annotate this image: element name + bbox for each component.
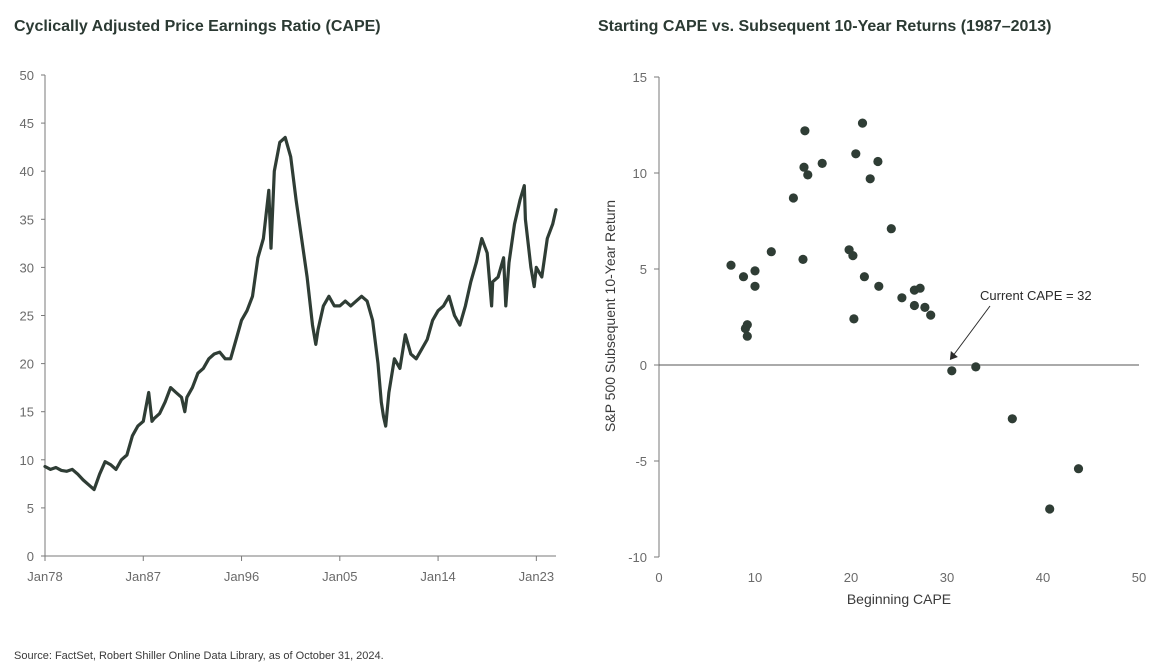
scatter-point [800, 126, 810, 136]
scatter-point [873, 156, 883, 167]
scatter-point [726, 260, 736, 270]
scatter-y-tick-label: 15 [633, 70, 647, 85]
scatter-point [742, 320, 752, 330]
scatter-point [803, 170, 813, 180]
scatter-annotation: Current CAPE = 32 [949, 288, 1092, 360]
cape-x-tick-label: Jan14 [420, 569, 455, 584]
scatter-x-tick-label: 40 [1036, 570, 1050, 585]
scatter-annotation-label: Current CAPE = 32 [980, 288, 1092, 303]
scatter-chart-title: Starting CAPE vs. Subsequent 10-Year Ret… [598, 18, 1052, 35]
cape-y-tick-label: 10 [20, 453, 34, 468]
scatter-point [1045, 504, 1055, 514]
cape-x-tick-label: Jan05 [322, 569, 357, 584]
scatter-points [726, 118, 1084, 514]
cape-x-tick-label: Jan96 [224, 569, 259, 584]
cape-y-tick-label: 25 [20, 309, 34, 324]
scatter-point [915, 283, 925, 293]
scatter-annotation-arrow-head [949, 351, 958, 360]
scatter-point [865, 174, 875, 184]
scatter-point [750, 266, 760, 276]
source-note: Source: FactSet, Robert Shiller Online D… [14, 650, 384, 662]
scatter-y-ticks: -10 -5 0 5 10 15 [628, 70, 659, 565]
scatter-point [859, 272, 870, 282]
scatter-x-tick-label: 30 [940, 570, 954, 585]
scatter-y-tick-label: 5 [640, 262, 647, 277]
scatter-y-axis-label: S&P 500 Subsequent 10-Year Return [602, 200, 618, 432]
scatter-point [1073, 464, 1084, 474]
scatter-point [971, 362, 981, 372]
scatter-point [817, 158, 827, 168]
scatter-x-tick-label: 50 [1132, 570, 1146, 585]
cape-x-tick-label: Jan23 [519, 569, 554, 584]
scatter-y-tick-label: -5 [635, 454, 647, 469]
cape-y-tick-label: 45 [20, 116, 34, 131]
scatter-point [848, 251, 858, 261]
cape-series-line [43, 135, 558, 492]
cape-y-tick-label: 50 [20, 68, 34, 83]
cape-chart-title: Cyclically Adjusted Price Earnings Ratio… [14, 18, 381, 35]
scatter-point [897, 293, 907, 303]
scatter-point [920, 302, 930, 312]
cape-series [43, 135, 558, 492]
scatter-x-ticks: 0 10 20 30 40 50 [655, 570, 1146, 585]
cape-y-tick-label: 35 [20, 212, 34, 227]
scatter-point [857, 118, 868, 128]
scatter-x-tick-label: 0 [655, 570, 662, 585]
scatter-x-tick-label: 10 [748, 570, 762, 585]
scatter-point [799, 162, 809, 172]
cape-x-tick-label: Jan87 [126, 569, 161, 584]
cape-x-tick-label: Jan78 [27, 569, 62, 584]
scatter-point [851, 149, 861, 159]
scatter-x-axis-label: Beginning CAPE [847, 591, 951, 607]
scatter-point [750, 281, 760, 291]
scatter-y-tick-label: 10 [633, 166, 647, 181]
cape-y-tick-label: 20 [20, 357, 34, 372]
scatter-point [886, 224, 896, 234]
cape-y-tick-label: 40 [20, 164, 34, 179]
scatter-y-tick-label: -10 [628, 550, 647, 565]
scatter-annotation-arrow-line [952, 305, 991, 357]
scatter-point [874, 281, 884, 291]
cape-y-ticks: 0 5 10 15 20 25 30 35 40 45 50 [20, 68, 45, 564]
cape-y-tick-label: 0 [27, 549, 34, 564]
cape-y-tick-label: 15 [20, 405, 34, 420]
scatter-point [1007, 414, 1017, 424]
scatter-point [947, 366, 957, 376]
scatter-point [788, 193, 799, 203]
scatter-point [738, 272, 749, 282]
cape-x-ticks: Jan78 Jan87 Jan96 Jan05 Jan14 Jan23 [27, 556, 554, 584]
scatter-y-tick-label: 0 [640, 358, 647, 373]
scatter-point [909, 300, 920, 311]
cape-y-tick-label: 30 [20, 260, 34, 275]
scatter-point [798, 254, 808, 264]
cape-y-tick-label: 5 [27, 501, 34, 516]
scatter-point [849, 314, 859, 324]
scatter-x-tick-label: 20 [844, 570, 858, 585]
scatter-point [742, 331, 752, 341]
scatter-point [766, 247, 776, 257]
scatter-point [926, 310, 936, 320]
scatter-axes [658, 77, 1139, 557]
